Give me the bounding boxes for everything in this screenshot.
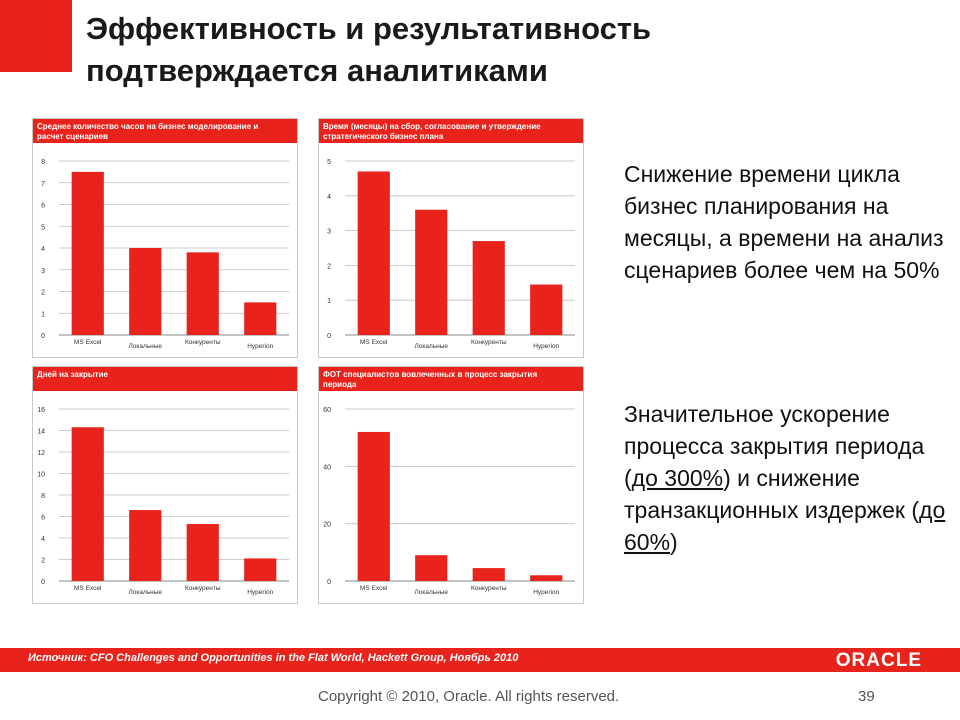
y-tick-label: 8 bbox=[41, 159, 45, 166]
y-tick-label: 3 bbox=[327, 229, 331, 236]
page-number: 39 bbox=[858, 688, 875, 705]
oracle-logo: ORACLE bbox=[835, 650, 922, 671]
bar bbox=[415, 555, 448, 581]
chart-title: ФОТ специалистов вовлеченных в процесс з… bbox=[323, 370, 537, 379]
y-tick-label: 1 bbox=[327, 298, 331, 305]
y-tick-label: 16 bbox=[37, 407, 45, 414]
x-tick-label: Hyperion bbox=[533, 343, 559, 350]
chart-payroll: ФОТ специалистов вовлеченных в процесс з… bbox=[319, 367, 583, 596]
y-tick-label: 6 bbox=[41, 203, 45, 210]
x-tick-label: Конкуренты bbox=[185, 585, 221, 592]
slide-title: Эффективность и результативность подтвер… bbox=[86, 8, 946, 92]
bar bbox=[357, 431, 390, 581]
y-tick-label: 5 bbox=[41, 224, 45, 231]
x-tick-label: Локальные bbox=[128, 589, 162, 596]
chart-title: Время (месяцы) на сбор, согласование и у… bbox=[323, 122, 541, 131]
bar bbox=[415, 209, 448, 335]
y-tick-label: 6 bbox=[41, 515, 45, 522]
closing-text-part-3: ) bbox=[670, 529, 678, 555]
y-tick-label: 10 bbox=[37, 472, 45, 479]
y-tick-label: 20 bbox=[323, 522, 331, 529]
x-tick-label: Локальные bbox=[128, 343, 162, 350]
y-tick-label: 5 bbox=[327, 159, 331, 166]
bar bbox=[244, 558, 277, 581]
bar bbox=[472, 241, 505, 335]
bar bbox=[530, 284, 563, 335]
x-tick-label: MS Excel bbox=[360, 585, 388, 592]
source-bar: Источник: CFO Challenges and Opportuniti… bbox=[0, 648, 960, 672]
bar bbox=[244, 302, 277, 335]
y-tick-label: 3 bbox=[41, 268, 45, 275]
y-tick-label: 2 bbox=[327, 263, 331, 270]
title-line-1: Эффективность и результативность bbox=[86, 11, 652, 46]
closing-text-part-2: ) и снижение транзакционных издержек ( bbox=[624, 465, 920, 523]
bar bbox=[129, 510, 162, 581]
chart-title: Среднее количество часов на бизнес модел… bbox=[37, 122, 258, 131]
x-tick-label: Конкуренты bbox=[471, 585, 507, 592]
y-tick-label: 2 bbox=[41, 558, 45, 565]
bar bbox=[472, 568, 505, 581]
x-tick-label: MS Excel bbox=[74, 585, 102, 592]
y-tick-label: 40 bbox=[323, 464, 331, 471]
closing-highlight-60: до 60% bbox=[624, 497, 946, 555]
x-tick-label: MS Excel bbox=[74, 339, 102, 346]
side-text-planning: Снижение времени цикла бизнес планирован… bbox=[624, 161, 944, 283]
y-tick-label: 1 bbox=[41, 311, 45, 318]
bar bbox=[357, 171, 390, 335]
chart-panel-payroll: ФОТ специалистов вовлеченных в процесс з… bbox=[318, 366, 584, 604]
y-tick-label: 4 bbox=[41, 246, 45, 253]
bar bbox=[186, 252, 219, 335]
chart-title: периода bbox=[323, 380, 357, 389]
bar bbox=[71, 427, 104, 581]
x-tick-label: Hyperion bbox=[247, 589, 273, 596]
chart-panel-plan-months: Время (месяцы) на сбор, согласование и у… bbox=[318, 118, 584, 358]
y-tick-label: 4 bbox=[41, 536, 45, 543]
y-tick-label: 8 bbox=[41, 493, 45, 500]
y-tick-label: 0 bbox=[41, 333, 45, 340]
chart-title: Дней на закрытие bbox=[37, 370, 109, 379]
y-tick-label: 0 bbox=[327, 333, 331, 340]
bar bbox=[71, 171, 104, 335]
y-tick-label: 4 bbox=[327, 194, 331, 201]
x-tick-label: Локальные bbox=[414, 343, 448, 350]
chart-plan-months: Время (месяцы) на сбор, согласование и у… bbox=[319, 119, 583, 350]
closing-text-part-1: Значительное ускорение процесса закрытия… bbox=[624, 401, 925, 491]
copyright-footer: Copyright © 2010, Oracle. All rights res… bbox=[318, 688, 620, 705]
chart-title-band bbox=[319, 119, 583, 143]
chart-panel-modeling-hours: Среднее количество часов на бизнес модел… bbox=[32, 118, 298, 358]
x-tick-label: Hyperion bbox=[533, 589, 559, 596]
x-tick-label: Конкуренты bbox=[471, 339, 507, 346]
y-tick-label: 7 bbox=[41, 181, 45, 188]
chart-title-band bbox=[33, 119, 297, 143]
y-tick-label: 12 bbox=[37, 450, 45, 457]
closing-highlight-300: до 300% bbox=[631, 465, 724, 491]
x-tick-label: Hyperion bbox=[247, 343, 273, 350]
side-text-closing: Значительное ускорение процесса закрытия… bbox=[624, 398, 954, 558]
x-tick-label: Конкуренты bbox=[185, 339, 221, 346]
title-line-2: подтверждается аналитиками bbox=[86, 53, 548, 88]
source-citation: Источник: CFO Challenges and Opportuniti… bbox=[28, 652, 519, 664]
y-tick-label: 2 bbox=[41, 290, 45, 297]
x-tick-label: MS Excel bbox=[360, 339, 388, 346]
chart-panel-closing-days: Дней на закрытие 0 2 4 6 8 10 12 14 16 MS Excel Лок… bbox=[32, 366, 298, 604]
chart-title: стратегического бизнес плана bbox=[323, 132, 444, 141]
y-tick-label: 0 bbox=[327, 579, 331, 586]
bar bbox=[530, 575, 563, 581]
chart-modeling-hours: Среднее количество часов на бизнес модел… bbox=[33, 119, 297, 350]
chart-closing-days: Дней на закрытие 0 2 4 6 8 10 12 14 16 MS Excel Лок… bbox=[33, 367, 297, 596]
chart-title: расчет сценариев bbox=[37, 132, 108, 141]
bar bbox=[129, 248, 162, 335]
y-tick-label: 0 bbox=[41, 579, 45, 586]
x-tick-label: Локальные bbox=[414, 589, 448, 596]
bar bbox=[186, 524, 219, 581]
y-tick-label: 60 bbox=[323, 407, 331, 414]
y-tick-label: 14 bbox=[37, 429, 45, 436]
chart-title-band bbox=[319, 367, 583, 391]
chart-title-band bbox=[33, 367, 297, 391]
corner-accent-block bbox=[0, 0, 72, 72]
